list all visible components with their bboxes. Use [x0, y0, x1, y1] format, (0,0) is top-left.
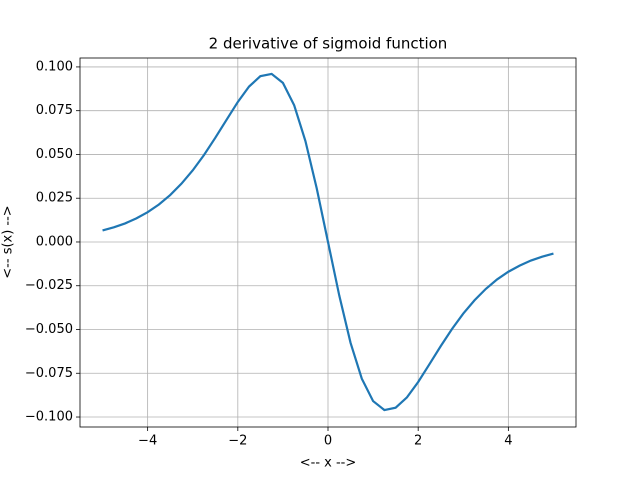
- x-tick-label: −4: [138, 434, 157, 449]
- plot-frame: [79, 57, 577, 428]
- x-tick-label: 4: [504, 434, 512, 449]
- y-tick-label: −0.025: [25, 278, 73, 293]
- y-tick-label: 0.050: [36, 147, 73, 162]
- x-axis-label: <-- x -->: [300, 456, 357, 471]
- x-tick-label: 0: [324, 434, 332, 449]
- y-tick-label: −0.075: [25, 366, 73, 381]
- data-line: [102, 72, 554, 412]
- y-tick-label: −0.100: [25, 410, 73, 425]
- x-tick-label: 2: [414, 434, 422, 449]
- y-tick-label: 0.100: [36, 59, 73, 74]
- y-axis-label: <-- s(x) -->: [1, 205, 16, 278]
- y-tick-label: −0.050: [25, 322, 73, 337]
- chart-title: 2 derivative of sigmoid function: [209, 35, 448, 53]
- y-tick-label: 0.075: [36, 103, 73, 118]
- y-tick-label: 0.000: [36, 234, 73, 249]
- x-tick-label: −2: [228, 434, 247, 449]
- y-tick-label: 0.025: [36, 191, 73, 206]
